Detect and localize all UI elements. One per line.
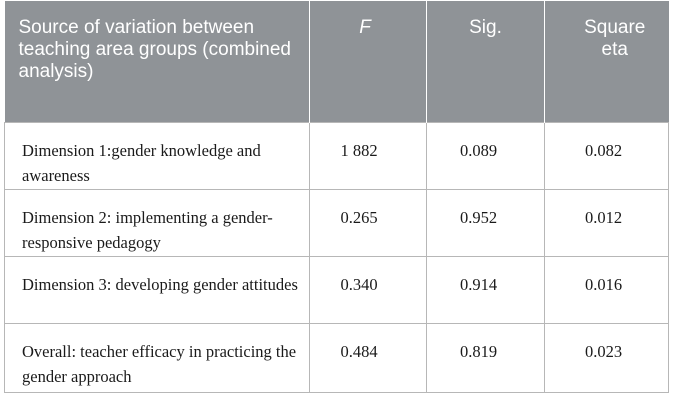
header-source: Source of variation between teaching are… xyxy=(4,1,310,122)
eta-value: 0.016 xyxy=(544,255,669,324)
sig-value: 0.914 xyxy=(426,255,545,324)
sig-value: 0.952 xyxy=(426,188,545,257)
header-f: F xyxy=(309,1,427,122)
table-row: Dimension 3: developing gender attitudes… xyxy=(4,255,669,324)
table-header: Source of variation between teaching are… xyxy=(4,1,669,122)
f-value: 1 882 xyxy=(309,121,427,190)
table-body: Dimension 1:gender knowledge and awarene… xyxy=(4,121,669,393)
table-row: Overall: teacher efficacy in practicing … xyxy=(4,322,669,393)
eta-value: 0.082 xyxy=(544,121,669,190)
header-sig: Sig. xyxy=(426,1,545,122)
table-row: Dimension 1:gender knowledge and awarene… xyxy=(4,121,669,190)
f-value: 0.484 xyxy=(309,322,427,393)
table-row: Dimension 2: implementing a gender-respo… xyxy=(4,188,669,257)
header-row: Source of variation between teaching are… xyxy=(4,1,669,122)
sig-value: 0.089 xyxy=(426,121,545,190)
row-label: Dimension 2: implementing a gender-respo… xyxy=(4,188,310,257)
row-label: Overall: teacher efficacy in practicing … xyxy=(4,322,310,393)
anova-table: Source of variation between teaching are… xyxy=(4,1,669,393)
eta-value: 0.012 xyxy=(544,188,669,257)
row-label: Dimension 1:gender knowledge and awarene… xyxy=(4,121,310,190)
f-value: 0.340 xyxy=(309,255,427,324)
f-value: 0.265 xyxy=(309,188,427,257)
header-square-eta: Square eta xyxy=(544,1,669,122)
eta-value: 0.023 xyxy=(544,322,669,393)
row-label: Dimension 3: developing gender attitudes xyxy=(4,255,310,324)
sig-value: 0.819 xyxy=(426,322,545,393)
